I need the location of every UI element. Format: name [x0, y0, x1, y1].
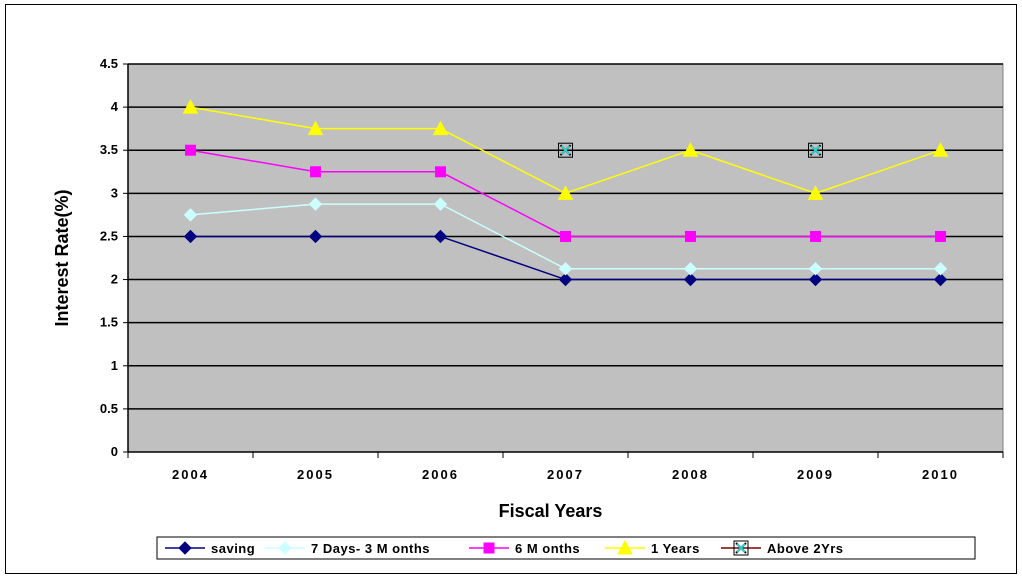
y-tick-label: 3 — [111, 185, 118, 200]
point-6-m-onths — [310, 166, 321, 178]
legend-item: Above 2Yrs — [721, 540, 844, 556]
x-tick-label: 2008 — [672, 467, 709, 482]
y-tick-labels: 0 0.5 1 1.5 2 2.5 3 3.5 4 4.5 — [100, 56, 128, 459]
point-6-m-onths — [935, 230, 946, 242]
point-6-m-onths — [560, 230, 571, 242]
legend-item: 7 Days- 3 M onths — [265, 541, 430, 556]
point-1-years — [307, 120, 324, 136]
series-7-days-3-m-onths — [183, 197, 948, 276]
legend: saving 7 Days- 3 M onths 6 M onths 1 Years A… — [156, 536, 976, 560]
point-7-days-3-m-onths — [433, 197, 448, 211]
y-tick-label: 1.5 — [100, 315, 118, 330]
point-legend-saving — [178, 541, 192, 555]
point-1-years — [807, 185, 824, 200]
legend-box — [156, 536, 976, 560]
point-1-years — [557, 185, 574, 200]
y-tick-label: 4.5 — [100, 56, 118, 71]
x-tick-label: 2009 — [797, 467, 834, 482]
series-above-2yrs — [558, 142, 823, 158]
point-7-days-3-m-onths — [558, 262, 573, 276]
point-7-days-3-m-onths — [308, 197, 323, 211]
legend-item: 6 M onths — [469, 541, 580, 556]
series-6-m-onths — [185, 144, 946, 242]
x-tick-label: 2010 — [922, 467, 959, 482]
point-legend-6-m-onths — [483, 542, 495, 554]
point-above-2yrs — [808, 142, 823, 158]
legend-label: 1 Years — [651, 541, 700, 556]
legend-label: 6 M onths — [515, 541, 580, 556]
y-axis-title: Interest Rate(%) — [52, 189, 72, 326]
point-saving — [183, 229, 198, 244]
y-tick-label: 2 — [111, 272, 118, 287]
point-7-days-3-m-onths — [683, 262, 698, 276]
point-6-m-onths — [810, 230, 821, 242]
x-tick-label: 2005 — [297, 467, 334, 482]
point-6-m-onths — [185, 144, 196, 156]
point-1-years — [182, 99, 199, 114]
point-saving — [808, 272, 823, 287]
point-saving — [683, 272, 698, 287]
point-legend-7-days-3-m-onths — [278, 541, 292, 555]
x-tick-label: 2004 — [172, 467, 209, 482]
y-tick-label: 1 — [111, 358, 118, 373]
legend-label: Above 2Yrs — [767, 541, 844, 556]
y-tick-label: 3.5 — [100, 142, 118, 157]
series-saving — [183, 229, 948, 287]
y-tick-label: 4 — [111, 99, 119, 114]
legend-item: saving — [165, 541, 255, 556]
point-legend-1-years — [617, 539, 633, 555]
axes — [127, 64, 1003, 453]
plot-area — [127, 63, 1004, 453]
legend-item: 1 Years — [605, 539, 700, 556]
legend-label: 7 Days- 3 M onths — [311, 541, 430, 556]
x-tick-label: 2006 — [422, 467, 459, 482]
point-saving — [933, 272, 948, 287]
point-saving — [433, 229, 448, 244]
y-tick-label: 0 — [111, 444, 118, 459]
point-1-years — [932, 142, 949, 157]
point-saving — [558, 272, 573, 287]
point-saving — [308, 229, 323, 244]
series-1-years — [182, 99, 949, 200]
point-6-m-onths — [435, 166, 446, 178]
point-7-days-3-m-onths — [808, 262, 823, 276]
point-1-years — [432, 120, 449, 136]
point-above-2yrs — [558, 142, 573, 158]
x-tick-label: 2007 — [547, 467, 584, 482]
point-1-years — [682, 142, 699, 157]
point-7-days-3-m-onths — [183, 208, 198, 222]
point-7-days-3-m-onths — [933, 262, 948, 276]
series-layer — [182, 99, 949, 287]
legend-label: saving — [211, 541, 255, 556]
point-legend-above-2yrs — [733, 540, 749, 556]
x-axis-title: Fiscal Years — [499, 501, 603, 521]
y-tick-label: 2.5 — [100, 228, 118, 243]
x-tick-labels: 2004 2005 2006 2007 2008 2009 2010 — [127, 452, 1004, 482]
y-tick-label: 0.5 — [100, 401, 118, 416]
point-6-m-onths — [685, 230, 696, 242]
chart-frame — [5, 4, 1017, 574]
